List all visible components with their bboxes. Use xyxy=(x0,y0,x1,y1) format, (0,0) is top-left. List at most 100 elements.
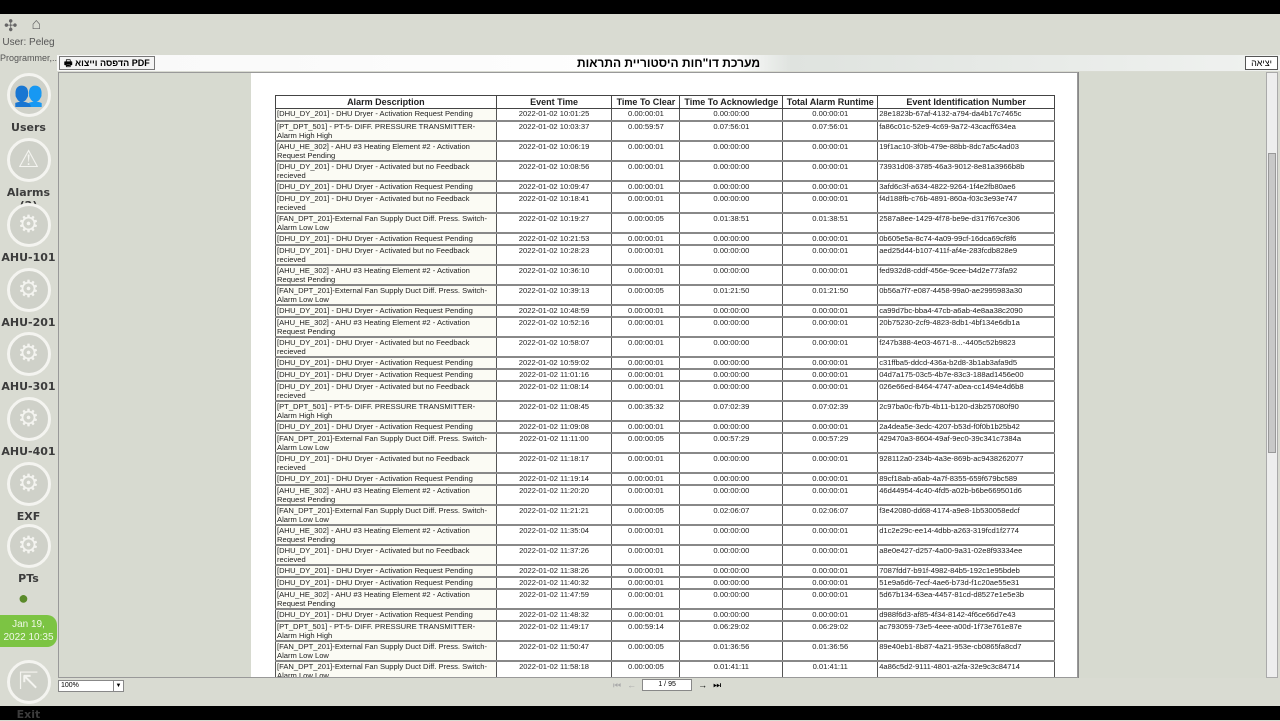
sidebar-item-ahu-101[interactable]: ⚙ AHU-101 xyxy=(0,203,57,264)
table-cell: 2022-01-02 11:09:08 xyxy=(495,420,613,434)
last-page-icon[interactable]: ⏭ xyxy=(713,679,722,690)
sidebar-item-ahu-301[interactable]: ⚙ AHU-301 xyxy=(0,332,57,393)
column-header: Time To Clear xyxy=(611,95,681,109)
sidebar-item-ahu-401[interactable]: ⚙ AHU-401 xyxy=(0,397,57,458)
report-viewer: Alarm Description Event Time Time To Clear… xyxy=(58,72,1078,678)
table-cell: 0.00:00:00 xyxy=(679,564,784,578)
table-cell: [FAN_DPT_201]-External Fan Supply Duct D… xyxy=(275,432,497,454)
table-cell: 0.01:38:51 xyxy=(782,212,879,234)
scroll-thumb[interactable] xyxy=(1268,153,1276,453)
table-cell: 0.01:41:11 xyxy=(679,660,784,677)
column-header: Event Time xyxy=(495,95,613,109)
table-cell: 0.00:57:29 xyxy=(782,432,879,454)
table-row: [AHU_HE_302] - AHU #3 Heating Element #2… xyxy=(275,140,1055,162)
table-cell: 0.00:00:01 xyxy=(782,588,879,610)
next-page-icon[interactable]: → xyxy=(698,680,708,690)
exit-report-button[interactable]: יציאה xyxy=(1245,56,1278,70)
chevron-down-icon: ▼ xyxy=(113,681,123,691)
table-cell: 2022-01-02 11:08:14 xyxy=(495,380,613,402)
table-cell: [PT_DPT_501] - PT-5- DIFF. PRESSURE TRAN… xyxy=(275,120,497,142)
zoom-select[interactable]: 100% ▼ xyxy=(58,680,124,692)
table-cell: 0.00:00:01 xyxy=(782,420,879,434)
table-cell: 0.00:00:00 xyxy=(679,232,784,246)
users-icon: 👥 xyxy=(6,73,51,117)
sidebar-item-exf[interactable]: ⚙ EXF xyxy=(0,462,57,523)
sidebar-item-users[interactable]: 👥 Users xyxy=(0,73,57,134)
minimize-icon[interactable]: ✣ xyxy=(4,18,18,35)
table-cell: 0.00:00:01 xyxy=(782,140,879,162)
print-export-pdf-button[interactable]: 🖶 הדפסה וייצוא PDF xyxy=(59,56,155,70)
pager: ⏮ ← 1 / 95 → ⏭ xyxy=(613,679,721,691)
table-cell: 0.00:00:00 xyxy=(679,484,784,506)
table-cell: 2a4dea5e-3edc-4207-b53d-f0f0b1b25b42 xyxy=(877,420,1055,434)
right-panel xyxy=(1078,72,1266,678)
home-icon[interactable]: ⌂ xyxy=(31,16,42,33)
table-cell: 0.00:00:01 xyxy=(611,160,681,182)
time-line: 2022 10:35 xyxy=(3,632,54,643)
table-cell: 0.01:38:51 xyxy=(679,212,784,234)
table-cell: 28e1823b-67af-4132-a794-da4b17c7465c xyxy=(877,108,1055,122)
table-cell: 0.00:00:01 xyxy=(782,484,879,506)
table-cell: 0.01:21:50 xyxy=(782,284,879,306)
exit-button[interactable]: ⇱ Exit xyxy=(0,660,57,721)
table-cell: 0.00:00:00 xyxy=(679,420,784,434)
table-cell: 2022-01-02 11:37:26 xyxy=(495,544,613,566)
table-cell: 0.00:00:01 xyxy=(611,244,681,266)
table-cell: 0.00:00:01 xyxy=(782,180,879,194)
table-cell: [DHU_DY_201] - DHU Dryer - Activated but… xyxy=(275,192,497,214)
table-cell: 89e40eb1-8b87-4a21-953e-cb0865fa8cd7 xyxy=(877,640,1055,662)
gear-icon: ⚙ xyxy=(6,203,51,247)
table-cell: 0.00:00:01 xyxy=(611,588,681,610)
sidebar-item-pts[interactable]: ⚙ PTs xyxy=(0,524,57,585)
table-row: [FAN_DPT_201]-External Fan Supply Duct D… xyxy=(275,504,1055,526)
table-cell: 0.00:00:00 xyxy=(679,576,784,590)
table-row: [DHU_DY_201] - DHU Dryer - Activation Re… xyxy=(275,420,1055,434)
table-cell: 026e66ed-8464-4747-a0ea-cc1494e4d6b8 xyxy=(877,380,1055,402)
table-cell: [FAN_DPT_201]-External Fan Supply Duct D… xyxy=(275,660,497,677)
table-row: [DHU_DY_201] - DHU Dryer - Activated but… xyxy=(275,244,1055,266)
table-cell: 0.00:00:01 xyxy=(611,316,681,338)
table-row: [PT_DPT_501] - PT-5- DIFF. PRESSURE TRAN… xyxy=(275,120,1055,142)
table-cell: 0.00:00:01 xyxy=(611,192,681,214)
table-cell: 0.00:00:01 xyxy=(611,304,681,318)
table-cell: 0.02:06:07 xyxy=(679,504,784,526)
table-cell: 2022-01-02 11:48:32 xyxy=(495,608,613,622)
table-cell: 0.00:00:00 xyxy=(679,304,784,318)
bottom-black-bar xyxy=(0,706,1280,720)
table-cell: 2022-01-02 10:39:13 xyxy=(495,284,613,306)
table-cell: [DHU_DY_201] - DHU Dryer - Activation Re… xyxy=(275,368,497,382)
table-row: [PT_DPT_501] - PT-5- DIFF. PRESSURE TRAN… xyxy=(275,620,1055,642)
sidebar-item-ahu-201[interactable]: ⚙ AHU-201 xyxy=(0,268,57,329)
table-cell: 2022-01-02 11:58:18 xyxy=(495,660,613,677)
table-cell: [PT_DPT_501] - PT-5- DIFF. PRESSURE TRAN… xyxy=(275,620,497,642)
table-cell: 0.00:00:05 xyxy=(611,504,681,526)
table-cell: 2022-01-02 10:06:19 xyxy=(495,140,613,162)
sidebar-item-alarms-2[interactable]: ⚠Alarms (2) xyxy=(0,138,57,212)
first-page-icon[interactable]: ⏮ xyxy=(613,679,622,690)
table-cell: 0.06:29:02 xyxy=(679,620,784,642)
table-cell: 0.00:00:00 xyxy=(679,264,784,286)
table-cell: 20b75230-2cf9-4823-8db1-4bf134e6db1a xyxy=(877,316,1055,338)
table-cell: 2022-01-02 10:59:02 xyxy=(495,356,613,370)
table-cell: 0.00:00:01 xyxy=(611,380,681,402)
table-cell: 51e9a6d6-7ecf-4ae6-b73d-f1c20ae55e31 xyxy=(877,576,1055,590)
table-cell: 0.00:00:00 xyxy=(679,160,784,182)
table-cell: 429470a3-8604-49af-9ec0-39c341c7384a xyxy=(877,432,1055,454)
table-cell: [FAN_DPT_201]-External Fan Supply Duct D… xyxy=(275,640,497,662)
table-cell: 2022-01-02 11:08:45 xyxy=(495,400,613,422)
prev-page-icon[interactable]: ← xyxy=(627,680,637,690)
table-cell: 0.00:57:29 xyxy=(679,432,784,454)
table-row: [FAN_DPT_201]-External Fan Supply Duct D… xyxy=(275,660,1055,677)
table-cell: 0.00:00:01 xyxy=(611,368,681,382)
table-cell: 0.00:00:01 xyxy=(611,180,681,194)
table-cell: 0.00:00:01 xyxy=(611,524,681,546)
page-number-input[interactable]: 1 / 95 xyxy=(642,679,693,691)
table-cell: 0.00:00:01 xyxy=(782,192,879,214)
vertical-scrollbar[interactable] xyxy=(1266,72,1278,678)
table-cell: [FAN_DPT_201]-External Fan Supply Duct D… xyxy=(275,284,497,306)
table-cell: 2022-01-02 10:09:47 xyxy=(495,180,613,194)
zoom-value: 100% xyxy=(61,682,79,689)
table-cell: 0.00:35:32 xyxy=(611,400,681,422)
table-cell: fa86c01c-52e9-4c69-9a72-43cacff634ea xyxy=(877,120,1055,142)
table-cell: 2022-01-02 11:35:04 xyxy=(495,524,613,546)
